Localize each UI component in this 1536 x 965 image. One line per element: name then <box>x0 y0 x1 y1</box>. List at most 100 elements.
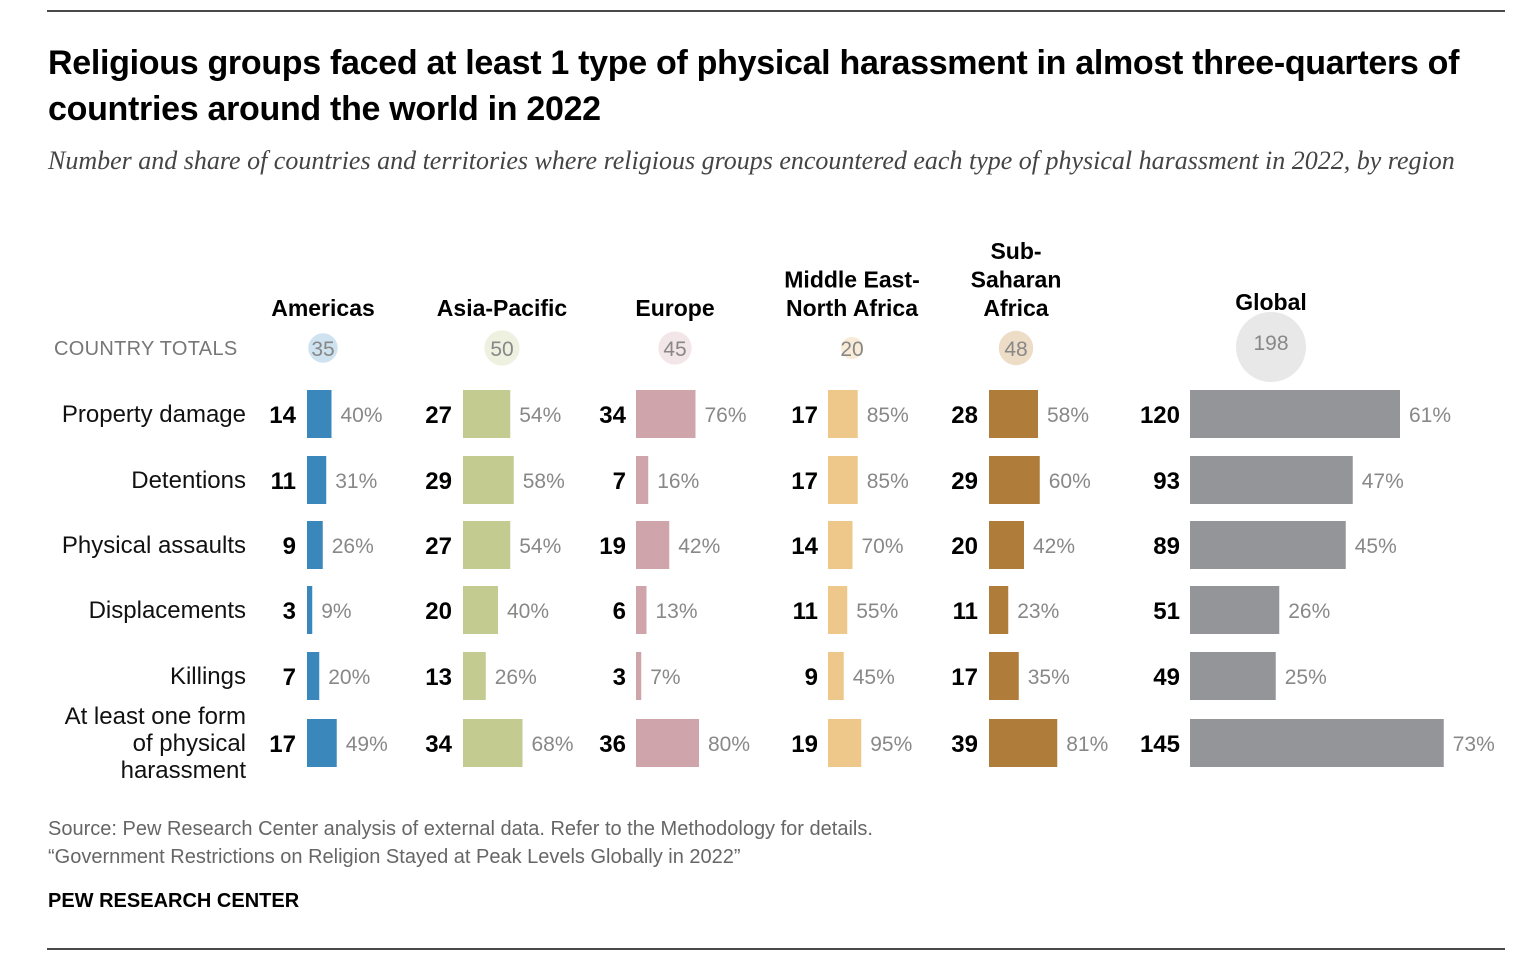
bar-global-5 <box>1190 719 1444 767</box>
share-label: 68% <box>532 733 574 756</box>
category-label: At least one form <box>65 703 246 730</box>
share-label: 95% <box>870 733 912 756</box>
bottom-rule <box>47 948 1505 950</box>
count-label: 28 <box>951 402 978 429</box>
bar-middle-east-north-africa-5 <box>828 719 862 767</box>
share-label: 40% <box>341 404 383 427</box>
count-label: 19 <box>791 731 818 758</box>
bar-asia-pacific-2 <box>463 521 511 569</box>
bar-global-1 <box>1190 456 1353 504</box>
bar-europe-4 <box>636 652 642 700</box>
bar-middle-east-north-africa-1 <box>828 456 858 504</box>
count-label: 20 <box>951 533 978 560</box>
count-label: 120 <box>1140 402 1180 429</box>
bar-sub-saharan-africa-2 <box>989 521 1024 569</box>
share-label: 54% <box>519 535 561 558</box>
category-label: Detentions <box>131 467 246 494</box>
bar-americas-4 <box>307 652 320 700</box>
bar-sub-saharan-africa-5 <box>989 719 1058 767</box>
count-label: 39 <box>951 731 978 758</box>
category-label: Displacements <box>89 597 246 624</box>
bar-americas-2 <box>307 521 323 569</box>
bar-sub-saharan-africa-3 <box>989 586 1009 634</box>
count-label: 51 <box>1153 598 1180 625</box>
count-label: 36 <box>599 731 626 758</box>
bar-sub-saharan-africa-1 <box>989 456 1040 504</box>
count-label: 9 <box>805 664 818 691</box>
share-label: 7% <box>650 666 680 689</box>
region-header: Sub- <box>990 238 1041 264</box>
count-label: 17 <box>791 468 818 495</box>
category-label: harassment <box>121 757 247 784</box>
bar-americas-0 <box>307 390 332 438</box>
country-total-value: 198 <box>1253 332 1288 355</box>
country-total-value: 50 <box>490 338 513 361</box>
share-label: 80% <box>708 733 750 756</box>
share-label: 26% <box>332 535 374 558</box>
bar-asia-pacific-4 <box>463 652 486 700</box>
bar-americas-3 <box>307 586 313 634</box>
share-label: 73% <box>1453 733 1495 756</box>
share-label: 23% <box>1017 600 1059 623</box>
share-label: 76% <box>705 404 747 427</box>
share-label: 70% <box>862 535 904 558</box>
share-label: 54% <box>519 404 561 427</box>
count-label: 13 <box>425 664 452 691</box>
bar-europe-0 <box>636 390 696 438</box>
bar-middle-east-north-africa-3 <box>828 586 848 634</box>
count-label: 20 <box>425 598 452 625</box>
bar-middle-east-north-africa-2 <box>828 521 853 569</box>
share-label: 49% <box>346 733 388 756</box>
count-label: 145 <box>1140 731 1180 758</box>
share-label: 31% <box>335 470 377 493</box>
share-label: 26% <box>1288 600 1330 623</box>
chart-title: Religious groups faced at least 1 type o… <box>48 44 1460 128</box>
share-label: 16% <box>657 470 699 493</box>
count-label: 19 <box>599 533 626 560</box>
bar-sub-saharan-africa-4 <box>989 652 1019 700</box>
count-label: 49 <box>1153 664 1180 691</box>
count-label: 89 <box>1153 533 1180 560</box>
region-header: Americas <box>271 295 375 321</box>
bar-asia-pacific-3 <box>463 586 498 634</box>
share-label: 45% <box>1355 535 1397 558</box>
share-label: 47% <box>1362 470 1404 493</box>
count-label: 11 <box>953 598 978 625</box>
bar-americas-5 <box>307 719 337 767</box>
region-header: Middle East- <box>784 267 919 293</box>
bar-americas-1 <box>307 456 327 504</box>
count-label: 14 <box>269 402 296 429</box>
bar-middle-east-north-africa-0 <box>828 390 858 438</box>
share-label: 81% <box>1066 733 1108 756</box>
region-header: Saharan <box>971 267 1062 293</box>
share-label: 85% <box>867 404 909 427</box>
count-label: 27 <box>425 533 452 560</box>
category-label: Property damage <box>62 401 246 428</box>
count-label: 7 <box>283 664 296 691</box>
bar-europe-2 <box>636 521 670 569</box>
country-total-value: 35 <box>311 338 334 361</box>
bar-sub-saharan-africa-0 <box>989 390 1038 438</box>
country-total-value: 48 <box>1004 338 1027 361</box>
region-header: Asia-Pacific <box>437 295 568 321</box>
count-label: 9 <box>283 533 296 560</box>
country-total-circle <box>1236 312 1306 382</box>
bar-middle-east-north-africa-4 <box>828 652 844 700</box>
bar-global-4 <box>1190 652 1276 700</box>
share-label: 13% <box>656 600 698 623</box>
country-total-circle <box>998 330 1034 366</box>
share-label: 45% <box>853 666 895 689</box>
country-total-circle <box>308 333 338 363</box>
count-label: 29 <box>425 468 452 495</box>
count-label: 11 <box>793 598 818 625</box>
country-total-circle <box>840 336 864 360</box>
count-label: 7 <box>613 468 626 495</box>
count-label: 14 <box>791 533 818 560</box>
country-total-circle <box>658 331 692 365</box>
bar-global-2 <box>1190 521 1346 569</box>
bar-europe-3 <box>636 586 647 634</box>
share-label: 55% <box>856 600 898 623</box>
share-label: 42% <box>1033 535 1075 558</box>
share-label: 20% <box>328 666 370 689</box>
region-header: Africa <box>983 295 1048 321</box>
